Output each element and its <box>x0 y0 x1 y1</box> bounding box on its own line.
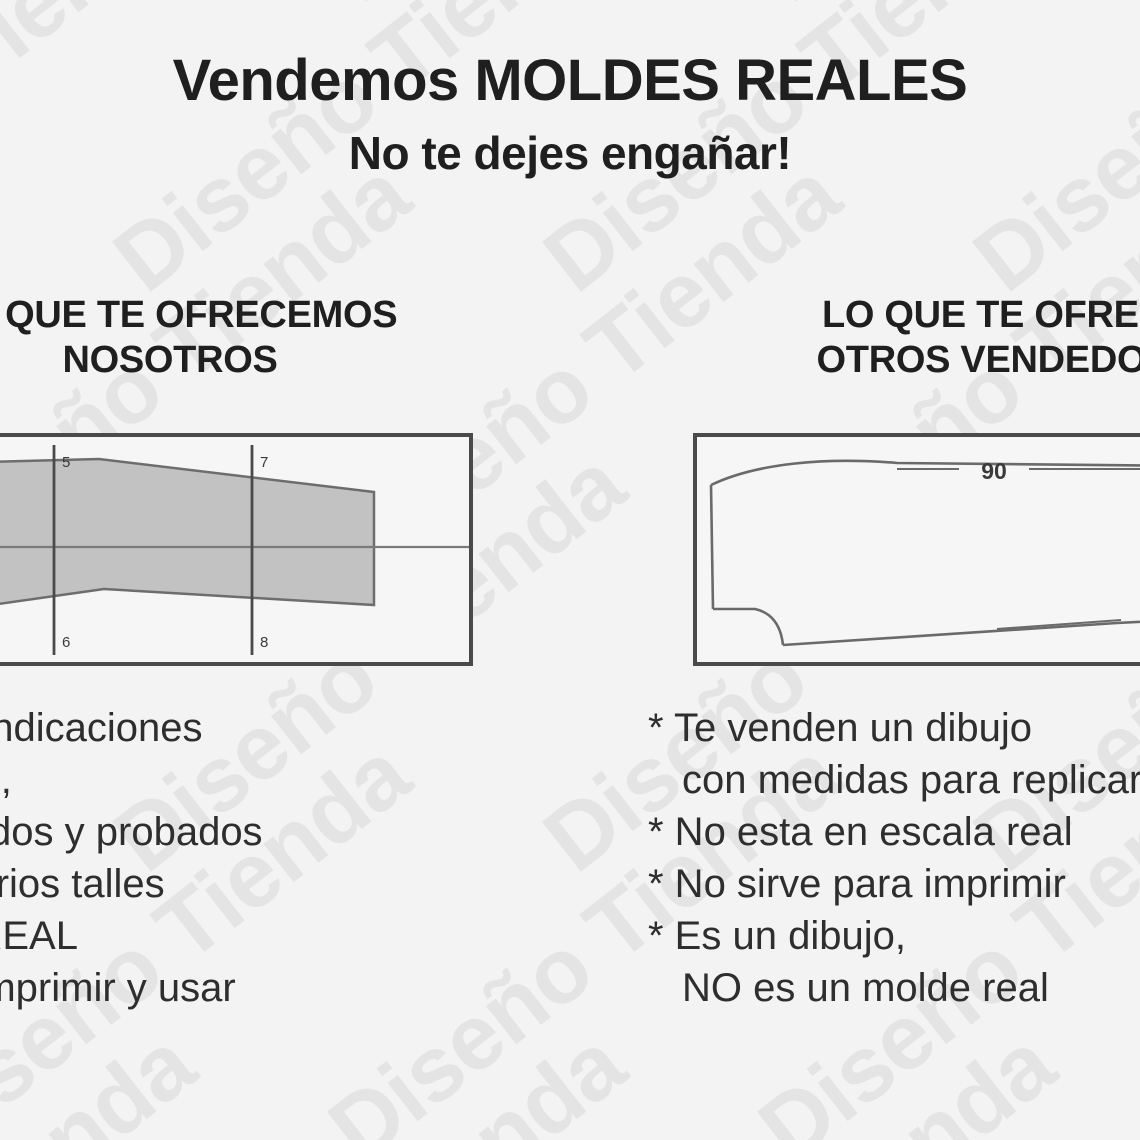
column-header-others: LO QUE TE OFRECEN OTROS VENDEDORES <box>816 294 1140 381</box>
sketch-top-edge <box>710 459 1140 487</box>
benefit-others-item: * No esta en escala real <box>648 810 1073 854</box>
pattern-piece-shape <box>0 457 376 607</box>
pattern-svg-ours: 3 4 5 6 7 8 delantera x2 <box>0 445 469 655</box>
benefit-ours-item: * De tamaño REAL <box>0 914 78 958</box>
benefit-others-item: * Es un dibujo, <box>648 914 906 958</box>
marker-8: 8 <box>260 634 268 651</box>
benefit-others-item: NO es un molde real <box>682 966 1049 1010</box>
sketch-notch-curve <box>713 607 785 646</box>
page-subtitle: No te dejes engañar! <box>348 127 792 179</box>
benefit-others-item: * Te venden un dibujo <box>648 706 1033 750</box>
pattern-diagram-ours: 3 4 5 6 7 8 delantera x2 <box>0 433 473 666</box>
benefit-ours-item: * Moldes con indicaciones <box>0 706 203 750</box>
benefits-list-ours: * Moldes con indicaciones en los reales, *… <box>0 702 560 1014</box>
marker-6: 6 <box>62 634 70 651</box>
leader-line-bottom-left <box>996 619 1122 630</box>
column-header-ours: LO QUE TE OFRECEMOS NOSOTROS <box>5 294 398 381</box>
marker-5: 5 <box>62 454 70 471</box>
title-block: Vendemos MOLDES REALES No te dejes engañ… <box>0 52 1140 180</box>
benefit-ours-item: en los reales, <box>0 758 12 802</box>
benefit-others-item: * No sirve para imprimir <box>648 862 1066 906</box>
benefit-ours-item: * Escala de varios talles <box>0 862 165 906</box>
benefit-ours-item: * Confeccionados y probados <box>0 810 263 854</box>
benefits-list-others: * Te venden un dibujo con medidas para re… <box>648 702 1140 1014</box>
benefit-others-item: con medidas para replicar <box>682 758 1140 802</box>
pattern-diagram-others: 90 75 <box>693 433 1140 666</box>
sketch-left-edge <box>709 484 715 610</box>
pattern-svg-others: 90 75 <box>709 458 1140 647</box>
marker-7: 7 <box>260 454 268 471</box>
page-title: Vendemos MOLDES REALES <box>172 48 968 113</box>
sketch-bottom-edge <box>782 620 1140 647</box>
benefit-ours-item: * Listos para imprimir y usar <box>0 966 236 1010</box>
measure-label-top: 90 <box>981 458 1007 484</box>
